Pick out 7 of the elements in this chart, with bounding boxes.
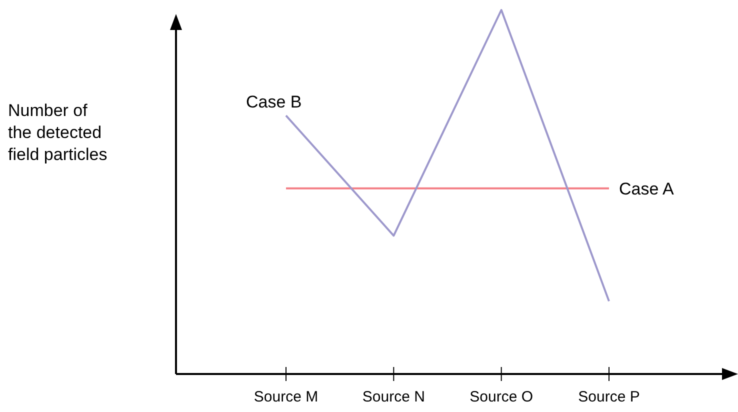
x-tick-label: Source N bbox=[362, 388, 425, 406]
x-tick-label: Source M bbox=[254, 388, 318, 406]
series-label: Case A bbox=[619, 179, 674, 198]
x-tick-label: Source O bbox=[470, 388, 534, 406]
y-axis-title: Number of the detected field particles bbox=[8, 101, 108, 164]
x-tick-label: Source P bbox=[578, 388, 640, 406]
series-label: Case B bbox=[246, 92, 302, 112]
